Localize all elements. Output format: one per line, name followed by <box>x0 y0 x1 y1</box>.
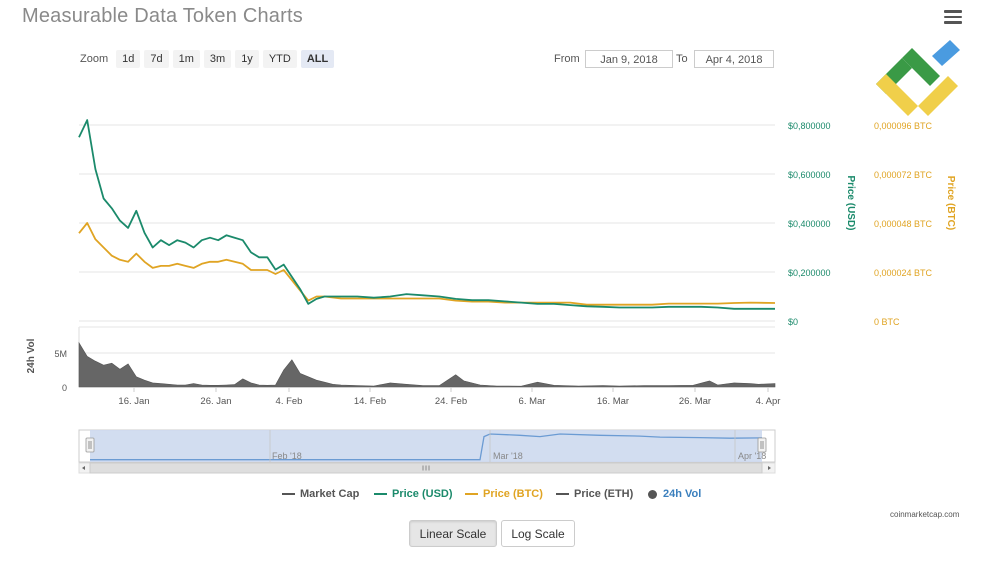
log-scale-button[interactable]: Log Scale <box>501 520 575 547</box>
linear-scale-button[interactable]: Linear Scale <box>409 520 497 547</box>
x-tick-label: 14. Feb <box>354 396 386 407</box>
navigator-layer: Feb '18 Mar '18 Apr '18 <box>78 429 776 474</box>
usd-tick-label: $0,800000 <box>788 121 831 131</box>
x-tick-label: 4. Feb <box>276 396 303 407</box>
zoom-all-button[interactable]: ALL <box>300 50 335 68</box>
zoom-7d-button[interactable]: 7d <box>144 50 169 68</box>
x-tick-label: 6. Mar <box>519 396 546 407</box>
x-tick-label: 4. Apr <box>756 396 781 407</box>
chart-grid <box>78 124 775 388</box>
usd-tick-label: $0,200000 <box>788 268 831 278</box>
vol-axis-title: 24h Vol <box>26 338 37 373</box>
brand-logo <box>876 40 960 116</box>
hamburger-menu-icon[interactable] <box>944 10 962 24</box>
usd-tick-label: $0 <box>788 317 798 327</box>
legend-dot-icon <box>648 489 657 499</box>
legend-price-btc[interactable]: Price (BTC) <box>465 488 543 500</box>
x-tick-label: 26. Mar <box>679 396 711 407</box>
btc-axis-title: Price (BTC) <box>945 176 956 230</box>
legend-price-eth[interactable]: Price (ETH) <box>556 488 633 500</box>
legend-price-usd[interactable]: Price (USD) <box>374 488 453 500</box>
line-layer <box>78 119 776 310</box>
range-to-label: To <box>676 53 688 65</box>
navigator-tick-label: Feb '18 <box>272 451 302 461</box>
zoom-1m-button[interactable]: 1m <box>172 50 200 68</box>
legend-label: 24h Vol <box>663 488 702 500</box>
usd-tick-label: $0,600000 <box>788 170 831 180</box>
navigator-tick-label: Mar '18 <box>493 451 523 461</box>
series-price-usd <box>78 119 775 310</box>
x-tick-label: 16. Jan <box>118 396 149 407</box>
x-tick-label: 26. Jan <box>200 396 231 407</box>
btc-tick-label: 0 BTC <box>874 317 900 327</box>
btc-tick-label: 0,000072 BTC <box>874 170 933 180</box>
legend-label: Price (BTC) <box>483 488 543 500</box>
series-24h-vol <box>78 341 776 388</box>
axis-layer: $0 $0,200000 $0,400000 $0,600000 $0,800000 0 … <box>26 121 956 407</box>
scrollbar-right-arrow-icon <box>768 466 771 470</box>
zoom-3m-button[interactable]: 3m <box>203 50 232 68</box>
legend-line-icon <box>374 493 387 495</box>
series-price-btc <box>78 222 776 306</box>
zoom-label: Zoom <box>80 53 109 65</box>
volume-layer <box>78 341 776 388</box>
vol-tick-label: 5M <box>54 349 67 359</box>
legend-24h-vol[interactable]: 24h Vol <box>648 488 701 500</box>
scrollbar-left-arrow-icon <box>82 466 85 470</box>
x-tick-label: 16. Mar <box>597 396 629 407</box>
page-title: Measurable Data Token Charts <box>22 5 303 27</box>
legend-line-icon <box>282 493 295 495</box>
range-from-input[interactable]: Jan 9, 2018 <box>585 50 673 68</box>
legend-label: Market Cap <box>300 488 360 500</box>
usd-axis-title: Price (USD) <box>845 175 856 230</box>
vol-tick-label: 0 <box>62 383 67 393</box>
zoom-ytd-button[interactable]: YTD <box>262 50 297 68</box>
price-chart: $0 $0,200000 $0,400000 $0,600000 $0,800000 0 … <box>26 119 956 474</box>
navigator-tick-label: Apr '18 <box>738 451 766 461</box>
legend-market-cap[interactable]: Market Cap <box>282 488 359 500</box>
legend-label: Price (USD) <box>392 488 453 500</box>
btc-tick-label: 0,000096 BTC <box>874 121 933 131</box>
range-to-input[interactable]: Apr 4, 2018 <box>694 50 774 68</box>
zoom-controls: Zoom 1d 7d 1m 3m 1y YTD ALL <box>80 50 338 68</box>
zoom-1d-button[interactable]: 1d <box>116 50 141 68</box>
legend-line-icon <box>465 493 478 495</box>
zoom-1y-button[interactable]: 1y <box>235 50 259 68</box>
navigator-handle <box>757 437 767 453</box>
x-tick-label: 24. Feb <box>435 396 467 407</box>
btc-tick-label: 0,000024 BTC <box>874 268 933 278</box>
navigator-series <box>90 433 763 461</box>
legend-label: Price (ETH) <box>574 488 634 500</box>
navigator-handle <box>85 437 95 453</box>
usd-tick-label: $0,400000 <box>788 219 831 229</box>
btc-tick-label: 0,000048 BTC <box>874 219 933 229</box>
credit-link[interactable]: coinmarketcap.com <box>890 510 960 519</box>
legend-line-icon <box>556 493 569 495</box>
range-from-label: From <box>554 53 580 65</box>
navigator-selection <box>90 430 762 462</box>
